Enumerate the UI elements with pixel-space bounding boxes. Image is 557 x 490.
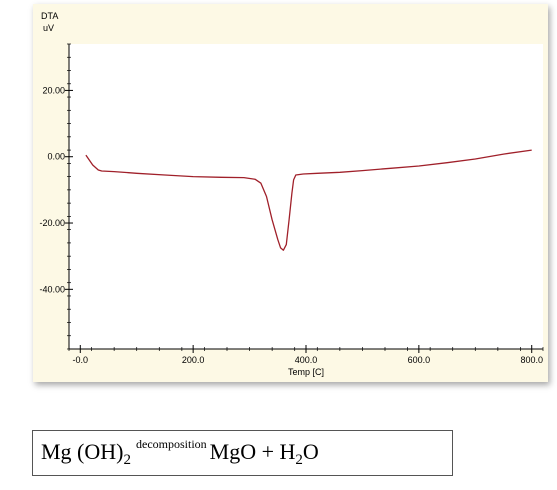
x-tick-label: 600.0 [408, 355, 431, 365]
y-tick-label: 20.00 [42, 85, 65, 95]
product-subscript: 2 [295, 452, 303, 468]
x-tick-label: -0.0 [73, 355, 89, 365]
reaction-condition: decomposition [136, 437, 207, 451]
dta-curve [85, 149, 532, 251]
reaction-equation: Mg (OH)2decomposition MgO + H2O [41, 437, 319, 468]
y-tick-label: 0.00 [47, 152, 65, 162]
plot-area [69, 44, 543, 349]
product-part-1: MgO + H [209, 439, 296, 464]
x-tick-label: 400.0 [295, 355, 318, 365]
x-tick-label: 800.0 [520, 355, 543, 365]
y-axis-unit: uV [43, 23, 54, 33]
reactant: Mg (OH) [41, 439, 124, 464]
y-axis-label: DTA [41, 11, 58, 21]
x-axis-label: Temp [C] [288, 367, 324, 377]
x-tick-label: 200.0 [182, 355, 205, 365]
reaction-box: Mg (OH)2decomposition MgO + H2O [32, 430, 453, 476]
y-tick-label: -40.00 [39, 284, 65, 294]
product-part-2: O [302, 439, 319, 464]
y-tick-label: -20.00 [39, 218, 65, 228]
chart-panel: DTA uV 20.00 0.00 -20.00 -40.00 -0.0 200.0 400.0… [33, 4, 548, 382]
dta-chart: DTA uV 20.00 0.00 -20.00 -40.00 -0.0 200.0 400.0… [39, 11, 544, 377]
reactant-subscript: 2 [123, 452, 132, 468]
